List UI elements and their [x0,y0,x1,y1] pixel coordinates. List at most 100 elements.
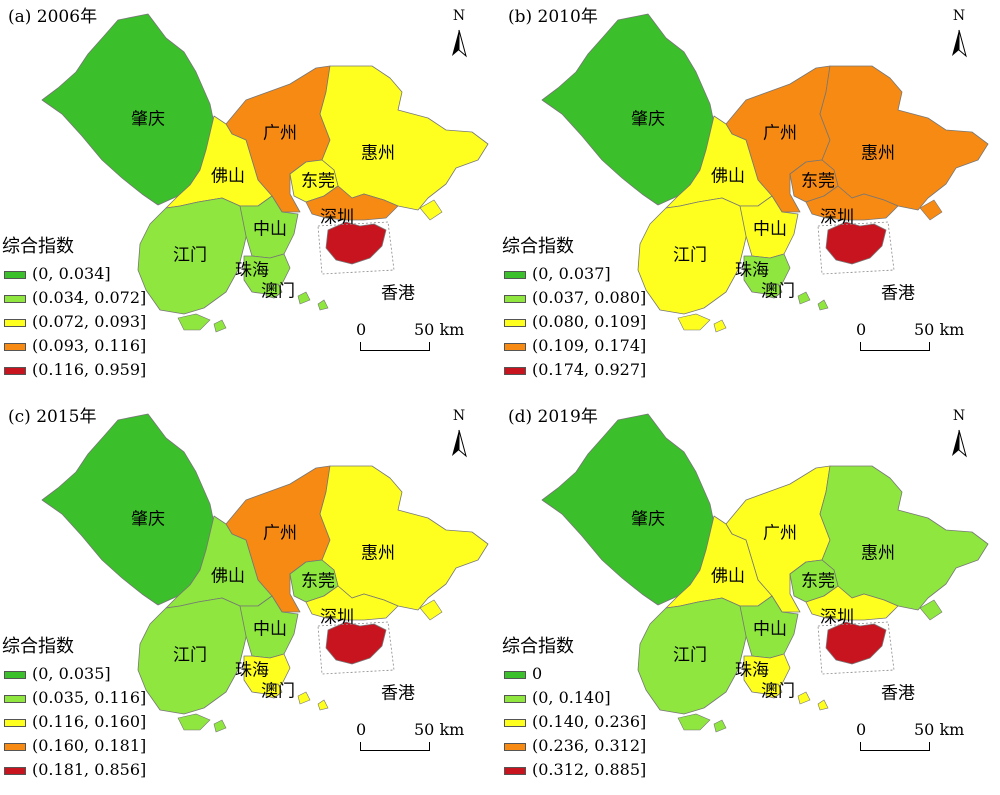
north-arrow-icon [952,429,967,458]
city-label-shenzhen: 深圳 [320,607,354,628]
region-huizhou [819,465,989,611]
city-label-foshan: 佛山 [711,166,745,187]
legend-item: (0.080, 0.109] [502,310,646,334]
city-label-dongguan: 东莞 [301,171,335,192]
region-shenzhen [305,185,399,221]
region-jiangmen [137,597,251,715]
region-zhongshan [739,595,799,659]
north-letter: N [952,408,966,424]
map-svg [41,413,489,733]
scale-distance-label: 50 km [914,720,965,739]
legend-title: 综合指数 [2,636,74,657]
legend-item: (0.035, 0.116] [2,686,146,710]
region-huizhou [319,465,489,611]
island-jiangmen-0 [177,713,211,731]
legend-title: 综合指数 [2,236,74,257]
region-zhuhai [743,653,791,695]
legend-title: 综合指数 [502,636,574,657]
legend-swatch [504,742,526,751]
city-label-hongkong: 香港 [381,683,415,704]
legend-label: (0.174, 0.927] [532,360,647,379]
city-label-macau: 澳门 [761,681,795,702]
scale-bar-line [360,342,430,351]
legend-swatch [4,294,26,303]
city-label-zhuhai: 珠海 [735,260,769,281]
legend-swatch [4,318,26,327]
legend-item: (0, 0.140] [502,686,646,710]
city-label-guangzhou: 广州 [763,123,797,144]
legend-label: (0.116, 0.959] [32,360,147,379]
map-panel-4: (d) 2019年 N 肇庆 广州 惠州 佛山 东莞 深圳 江门 中山 珠海 澳门 香港 综合指数 0 (0,… [500,400,1000,795]
scale-bar-line [860,342,930,351]
city-label-zhongshan: 中山 [253,619,287,640]
city-label-zhuhai: 珠海 [235,660,269,681]
legend-item: (0.116, 0.160] [2,710,146,734]
legend-swatch [4,366,26,375]
scale-bar-line [360,742,430,751]
region-hongkong [325,221,387,265]
city-label-dongguan: 东莞 [801,571,835,592]
city-label-zhaoqing: 肇庆 [631,109,665,130]
region-shenzhen [805,185,899,221]
island-jiangmen-1 [713,719,727,733]
region-zhongshan [239,595,299,659]
north-letter: N [452,408,466,424]
legend-label: (0.312, 0.885] [532,760,647,779]
scale-distance-label: 50 km [414,720,465,739]
city-label-macau: 澳门 [261,281,295,302]
city-label-hongkong: 香港 [881,683,915,704]
region-jiangmen [637,597,751,715]
city-label-huizhou: 惠州 [861,143,895,164]
city-label-zhongshan: 中山 [753,219,787,240]
legend-label: (0.072, 0.093] [32,312,147,331]
legend-item: (0, 0.035] [2,662,146,686]
north-arrow-icon [452,429,467,458]
region-shenzhen [305,585,399,621]
legend-label: 0 [532,664,543,683]
island-zhuhai-4 [817,699,829,711]
legend-item: (0.116, 0.959] [2,358,146,382]
legend-swatch [504,342,526,351]
legend-swatch [504,294,526,303]
map-panel-3: (c) 2015年 N 肇庆 广州 惠州 佛山 东莞 深圳 江门 中山 珠海 澳门 香港 综合指数 (0, … [0,400,500,795]
scale-distance-label: 50 km [914,320,965,339]
scale-distance-label: 50 km [414,320,465,339]
north-arrow: N [947,8,971,64]
legend-item: (0.312, 0.885] [502,758,646,782]
legend-item: (0.174, 0.927] [502,358,646,382]
legend-label: (0, 0.140] [532,688,611,707]
scale-zero-label: 0 [856,320,867,339]
city-label-macau: 澳门 [261,681,295,702]
island-jiangmen-0 [677,313,711,331]
north-letter: N [952,8,966,24]
region-zhuhai [243,253,291,295]
north-arrow: N [447,408,471,464]
island-zhuhai-4 [817,299,829,311]
map-svg [41,13,489,333]
city-label-foshan: 佛山 [711,566,745,587]
region-zhongshan [739,195,799,259]
map-svg [541,413,989,733]
legend-label: (0.116, 0.160] [32,712,147,731]
region-hongkong [325,621,387,665]
region-zhaoqing [541,413,716,606]
region-huizhou [319,65,489,211]
city-label-zhongshan: 中山 [753,619,787,640]
scale-bar: 0 50 km [852,720,965,754]
legend-label: (0, 0.035] [32,664,111,683]
legend-label: (0, 0.034] [32,264,111,283]
island-zhuhai-4 [317,299,329,311]
legend-swatch [504,366,526,375]
north-arrow: N [447,8,471,64]
legend-swatch [504,270,526,279]
legend-swatch [504,694,526,703]
region-macau [765,283,783,299]
island-huizhou-2 [919,199,943,221]
island-jiangmen-1 [713,319,727,333]
legend-item: (0, 0.037] [502,262,646,286]
city-label-zhaoqing: 肇庆 [631,509,665,530]
legend-label: (0.034, 0.072] [32,288,147,307]
region-zhaoqing [41,413,216,606]
scale-bar: 0 50 km [352,320,465,354]
legend-item: (0.037, 0.080] [502,286,646,310]
